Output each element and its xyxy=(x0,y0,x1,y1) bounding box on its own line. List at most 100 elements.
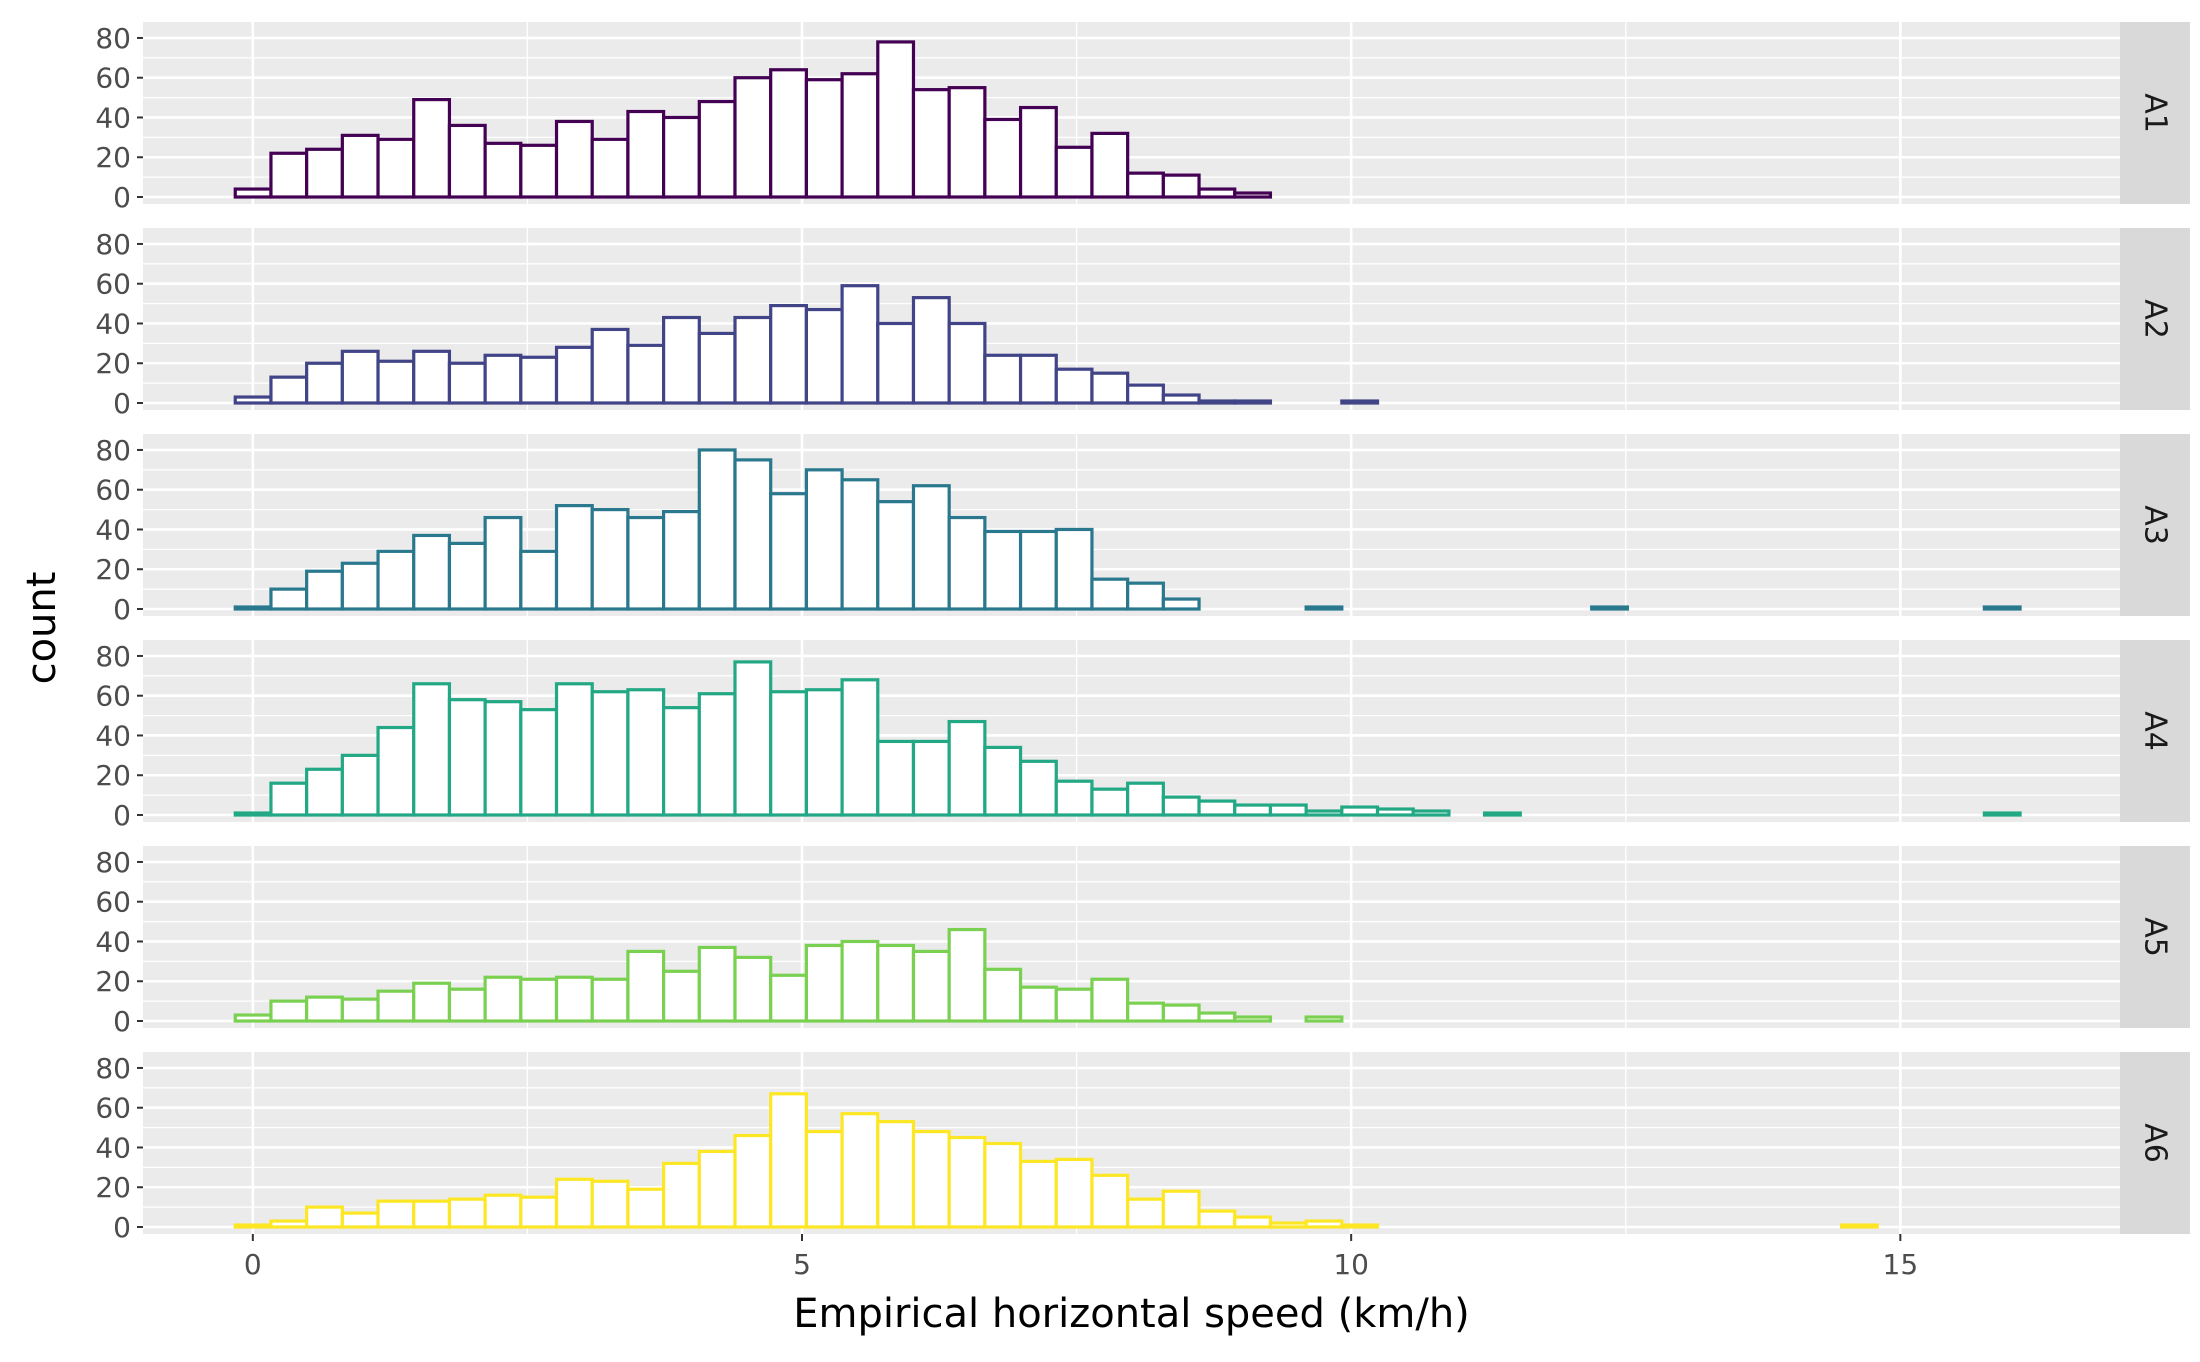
histogram-bar xyxy=(876,500,916,611)
histogram-bar xyxy=(233,605,273,611)
y-tick-label: 60 xyxy=(95,268,131,301)
histogram-bar xyxy=(947,86,987,199)
histogram-bar xyxy=(947,515,987,611)
histogram-bar xyxy=(876,739,916,817)
y-tick-label: 20 xyxy=(95,141,131,174)
y-tick-label: 0 xyxy=(113,799,131,832)
histogram-bar xyxy=(1411,809,1451,817)
histogram-bar xyxy=(1090,1173,1130,1229)
histogram-bar xyxy=(697,448,737,611)
y-tick-label: 40 xyxy=(95,925,131,958)
histogram-bar xyxy=(876,943,916,1023)
histogram-bar xyxy=(769,973,808,1023)
histogram-bar xyxy=(447,541,487,611)
histogram-bar xyxy=(1197,799,1237,817)
histogram-bar xyxy=(233,811,273,817)
histogram-bar xyxy=(840,939,880,1023)
histogram-bar xyxy=(269,781,309,817)
histogram-bar xyxy=(1340,399,1380,405)
histogram-bar xyxy=(911,88,951,199)
histogram-bar xyxy=(233,187,273,199)
histogram-bar xyxy=(804,307,844,405)
y-tick-label: 60 xyxy=(95,474,131,507)
histogram-bar xyxy=(483,700,523,817)
histogram-bar xyxy=(911,949,951,1023)
histogram-bar xyxy=(1090,371,1130,405)
histogram-bar xyxy=(840,284,880,405)
histogram-bar xyxy=(911,484,951,611)
histogram-bar xyxy=(340,133,380,199)
histogram-bar xyxy=(1197,399,1237,405)
histogram-bar xyxy=(590,507,630,611)
histogram-bar xyxy=(1090,787,1130,817)
histogram-bar xyxy=(840,478,880,611)
y-tick-label: 80 xyxy=(95,228,131,261)
histogram-bar xyxy=(447,123,487,199)
histogram-bar xyxy=(376,549,416,611)
histogram-bar xyxy=(626,343,666,405)
histogram-bar xyxy=(1304,605,1344,611)
histogram-bar xyxy=(554,682,594,817)
y-tick-label: 0 xyxy=(113,1211,131,1244)
histogram-bar xyxy=(1483,811,1522,817)
x-tick-label: 5 xyxy=(793,1248,811,1281)
histogram-bar xyxy=(769,68,808,199)
y-tick-label: 0 xyxy=(113,593,131,626)
histogram-bar xyxy=(1982,811,2022,817)
histogram-bar xyxy=(1161,795,1201,817)
histogram-bar xyxy=(662,706,701,817)
histogram-bar xyxy=(1982,605,2022,611)
histogram-bar xyxy=(1161,173,1201,199)
histogram-bar xyxy=(626,949,666,1023)
histogram-bar xyxy=(590,977,630,1023)
histogram-bar xyxy=(804,1129,844,1229)
histogram-bar xyxy=(662,315,701,405)
histogram-bar xyxy=(447,1197,487,1229)
histogram-bar xyxy=(412,97,452,199)
histogram-bar xyxy=(1233,399,1273,405)
histogram-bar xyxy=(376,725,416,817)
histogram-bar xyxy=(340,997,380,1023)
histogram-bar xyxy=(662,509,701,611)
histogram-bar xyxy=(662,1161,701,1229)
y-tick-label: 60 xyxy=(95,1092,131,1125)
y-tick-label: 20 xyxy=(95,759,131,792)
facet-panel-A6: 0 20 40 60 80 A6 xyxy=(95,1052,2190,1244)
histogram-bar xyxy=(1197,1011,1237,1023)
histogram-bar xyxy=(269,587,309,611)
histogram-bars-A1 xyxy=(233,40,1273,199)
facet-strip-label: A1 xyxy=(2138,93,2173,133)
histogram-bar xyxy=(1233,1015,1273,1023)
histogram-bar xyxy=(340,561,380,611)
histogram-bar xyxy=(840,1112,880,1229)
histogram-bar xyxy=(1054,145,1094,199)
histogram-bar xyxy=(769,492,808,611)
histogram-bar xyxy=(269,999,309,1023)
histogram-bar xyxy=(1126,581,1165,611)
histogram-bar xyxy=(769,303,808,405)
histogram-bar xyxy=(733,955,773,1023)
histogram-bar xyxy=(412,1199,452,1229)
y-tick-label: 40 xyxy=(95,1131,131,1164)
histogram-bar xyxy=(983,529,1023,611)
histogram-bar xyxy=(1018,105,1058,199)
histogram-bar xyxy=(911,296,951,405)
histogram-bar xyxy=(1161,1189,1201,1229)
histogram-bar xyxy=(626,515,666,611)
histogram-bar xyxy=(412,349,452,405)
histogram-bar xyxy=(519,549,559,611)
histogram-bar xyxy=(733,458,773,611)
facet-strip xyxy=(2120,846,2190,1028)
histogram-bar xyxy=(983,745,1023,817)
histogram-bar xyxy=(947,927,987,1023)
histogram-bar xyxy=(233,395,273,405)
histogram-bar xyxy=(554,119,594,199)
histogram-bar xyxy=(947,719,987,817)
histogram-bar xyxy=(305,767,344,817)
histogram-bar xyxy=(269,151,309,199)
facet-strip xyxy=(2120,228,2190,410)
histogram-bar xyxy=(1126,781,1165,817)
histogram-bar xyxy=(483,515,523,611)
histogram-bar xyxy=(554,1177,594,1229)
histogram-bar xyxy=(1126,1197,1165,1229)
